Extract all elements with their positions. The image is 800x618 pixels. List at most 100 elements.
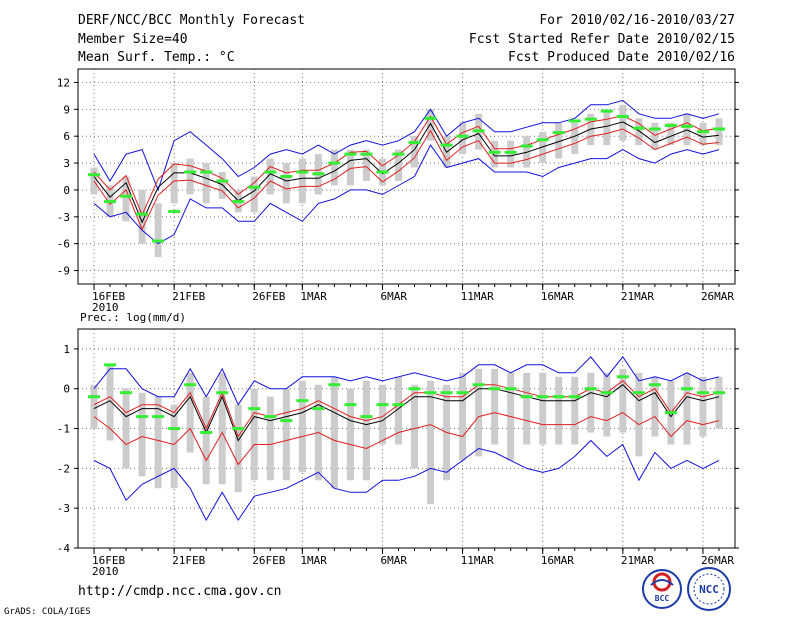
member-range-bar — [427, 109, 435, 141]
member-range-bar — [619, 104, 627, 141]
forecast-marker — [104, 200, 117, 204]
forecast-marker — [296, 170, 309, 174]
member-range-bar — [555, 376, 563, 445]
member-range-bar — [699, 122, 707, 146]
x-tick-label: 16MAR — [541, 290, 574, 303]
member-range-bar — [571, 122, 579, 155]
forecast-marker — [280, 419, 293, 423]
forecast-marker — [600, 391, 613, 395]
forecast-marker — [648, 383, 661, 387]
bcc-logo-text: BCC — [655, 594, 670, 603]
member-range-bar — [651, 122, 659, 150]
min-line — [93, 439, 720, 522]
member-range-bar — [683, 372, 691, 445]
variable-label: Mean Surf. Temp.: °C — [78, 50, 235, 65]
upper-spread-line — [93, 115, 720, 217]
forecast-marker — [696, 391, 709, 395]
max-line — [93, 99, 720, 192]
member-range-bar — [234, 404, 242, 493]
x-tick-label: 1MAR — [300, 554, 327, 567]
forecast-marker — [472, 383, 485, 387]
forecast-marker — [664, 411, 677, 415]
forecast-marker — [584, 387, 597, 391]
ncc-logo-text: NCC — [699, 583, 719, 596]
forecast-marker — [456, 134, 469, 138]
member-range-bar — [282, 388, 290, 481]
forecast-marker — [200, 431, 213, 435]
forecast-marker — [552, 395, 565, 399]
x-tick-label: 16FEB — [92, 554, 125, 567]
forecast-marker — [248, 407, 261, 411]
forecast-marker — [392, 403, 405, 407]
member-range-bar — [603, 109, 611, 146]
x-tick-label: 1MAR — [300, 290, 327, 303]
precip-panel-title: Prec.: log(mm/d) — [80, 311, 186, 324]
member-range-bar — [90, 384, 98, 429]
y-tick-label: 0 — [63, 383, 70, 396]
forecast-marker — [712, 391, 725, 395]
forecast-marker — [568, 119, 581, 123]
forecast-marker — [680, 387, 693, 391]
forecast-marker — [184, 383, 197, 387]
member-range-bar — [539, 372, 547, 445]
header: DERF/NCC/BCC Monthly Forecast Member Siz… — [78, 13, 735, 65]
member-range-bar — [122, 388, 130, 469]
forecast-marker — [648, 127, 661, 131]
y-tick-label: -9 — [57, 265, 70, 278]
forecast-marker — [200, 170, 213, 174]
forecast-marker — [376, 170, 389, 174]
forecast-marker — [504, 387, 517, 391]
member-range-bar — [170, 404, 178, 489]
forecast-marker — [616, 114, 629, 118]
forecast-marker — [408, 140, 421, 144]
produced-date: Fcst Produced Date 2010/02/16 — [508, 50, 735, 65]
forecast-marker — [152, 415, 165, 419]
member-range-bar — [330, 376, 338, 489]
forecast-marker — [216, 391, 229, 395]
forecast-marker — [248, 185, 261, 189]
forecast-marker — [232, 200, 245, 204]
member-range-bar — [170, 163, 178, 204]
member-range-bar — [411, 136, 419, 168]
member-range-bar — [635, 118, 643, 146]
forecast-marker — [120, 194, 133, 198]
forecast-marker — [440, 143, 453, 147]
y-tick-label: 9 — [63, 103, 70, 116]
forecast-marker — [376, 403, 389, 407]
member-range-bar — [298, 158, 306, 204]
forecast-marker — [504, 150, 517, 154]
y-tick-label: 1 — [63, 343, 70, 356]
forecast-marker — [120, 391, 133, 395]
member-range-bar — [427, 380, 435, 505]
forecast-marker — [520, 144, 533, 148]
y-tick-label: -1 — [57, 423, 70, 436]
forecast-marker — [136, 212, 149, 216]
member-range-bar — [699, 376, 707, 437]
forecast-marker — [168, 427, 181, 431]
member-range-bar — [651, 376, 659, 437]
forecast-marker — [136, 415, 149, 419]
lower-spread-line — [93, 412, 720, 466]
y-tick-label: -6 — [57, 238, 70, 251]
ensemble-mean-line — [93, 384, 720, 442]
precipitation-panel: 1 0 -1 -2 -3 -4 16FEB 21FEB 26FEB 1MAR 6MAR 11MAR 16… — [57, 328, 739, 578]
member-range-bar — [202, 396, 210, 485]
forecast-marker — [536, 395, 549, 399]
x-tick-label: 16FEB — [92, 290, 125, 303]
x-tick-label: 26FEB — [252, 554, 285, 567]
member-range-bar — [362, 149, 370, 181]
member-range-bar — [218, 372, 226, 485]
x-tick-label: 11MAR — [461, 290, 494, 303]
x-tick-label: 21FEB — [172, 290, 205, 303]
forecast-marker — [360, 415, 373, 419]
member-range-bar — [491, 140, 499, 168]
y-tick-label: -3 — [57, 502, 70, 515]
x-tick-label: 26MAR — [701, 554, 734, 567]
forecast-marker — [712, 127, 725, 131]
member-range-bar — [154, 396, 162, 489]
x-tick-label: 21FEB — [172, 554, 205, 567]
forecast-marker — [344, 152, 357, 156]
forecast-marker — [296, 399, 309, 403]
forecast-marker — [216, 179, 229, 183]
